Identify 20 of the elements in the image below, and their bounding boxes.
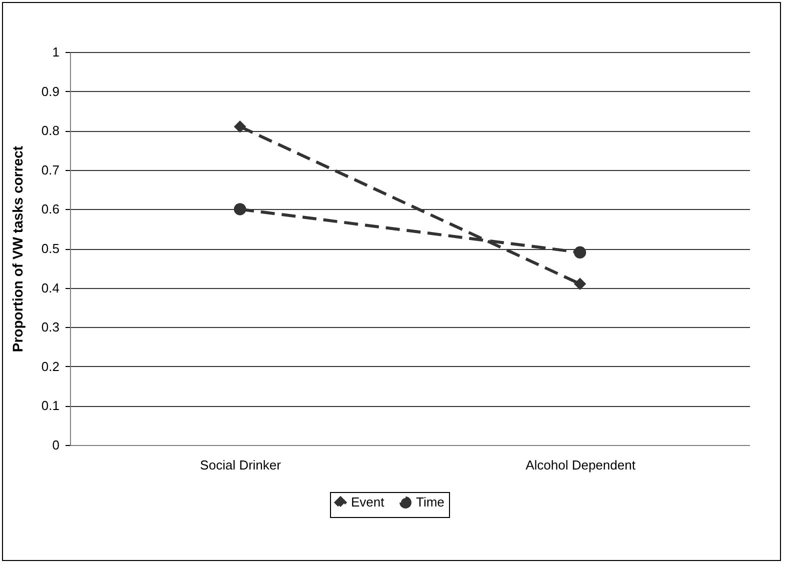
point: [574, 278, 586, 290]
y-axis-title: Proportion of VW tasks correct: [9, 146, 26, 352]
y-tick-label: 0.7: [41, 162, 60, 178]
y-tick-label: 0.8: [41, 123, 60, 138]
y-tick-label: 0: [52, 438, 60, 452]
legend-label: Time: [416, 494, 444, 510]
y-tick-label: 0.1: [41, 398, 60, 414]
y-tick-label: 0.4: [41, 280, 60, 296]
point: [234, 203, 246, 216]
point: [234, 120, 246, 133]
legend-label: Event: [351, 494, 385, 510]
y-tick-label: 0.5: [41, 241, 60, 256]
y-tick-label: 0.2: [41, 358, 60, 374]
point: [574, 246, 586, 259]
y-tick-label: 0.6: [41, 202, 60, 217]
y-tick-label: 1: [52, 44, 60, 60]
y-tick-label: 0.9: [41, 84, 60, 99]
x-tick-label: Social Drinker: [200, 458, 282, 472]
y-tick-label: 0.3: [41, 320, 60, 335]
x-tick-label: Alcohol Dependent: [526, 458, 636, 472]
